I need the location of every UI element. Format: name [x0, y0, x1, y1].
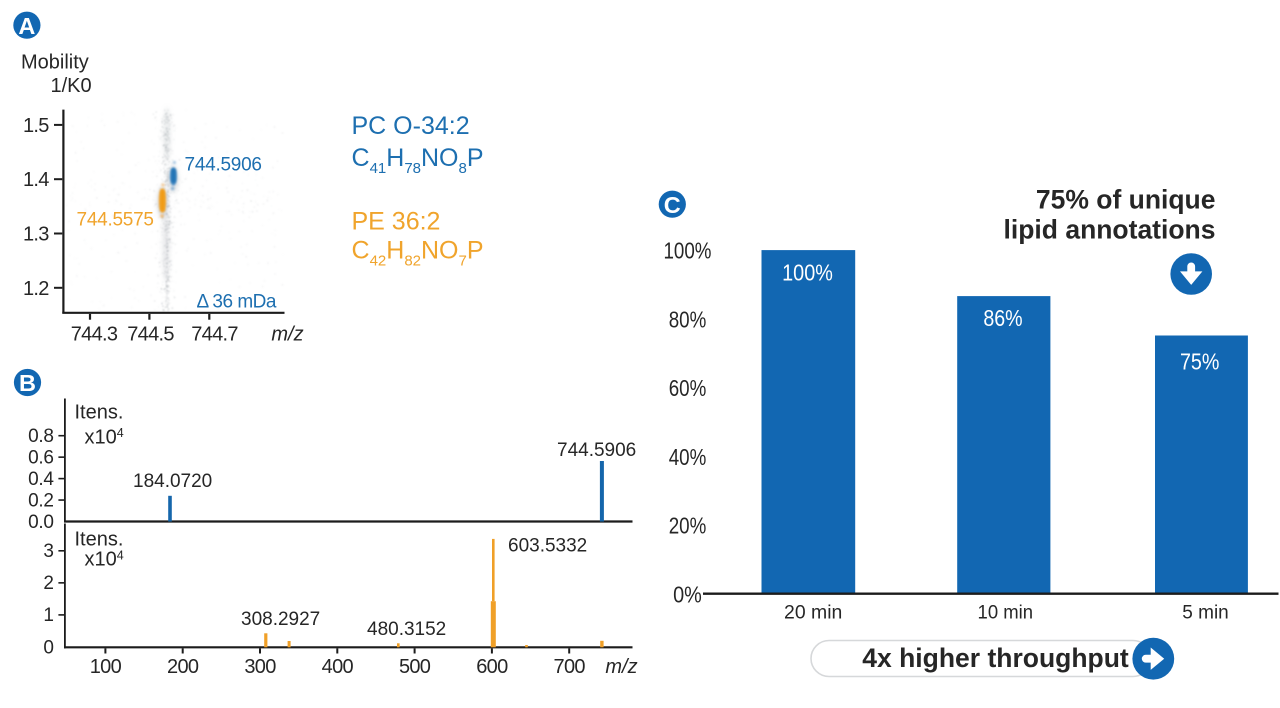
- svg-text:1: 1: [43, 605, 53, 626]
- svg-text:500: 500: [399, 656, 431, 678]
- svg-text:1.3: 1.3: [23, 224, 49, 246]
- svg-text:Mobility: Mobility: [21, 51, 89, 73]
- svg-text:480.3152: 480.3152: [367, 619, 446, 640]
- svg-text:PE 36:2: PE 36:2: [352, 208, 441, 236]
- svg-text:0.4: 0.4: [28, 469, 54, 490]
- svg-text:Δ 36 mDa: Δ 36 mDa: [197, 291, 277, 312]
- svg-text:200: 200: [167, 656, 199, 678]
- svg-text:744.7: 744.7: [191, 324, 238, 346]
- svg-text:3: 3: [43, 541, 53, 562]
- svg-text:600: 600: [476, 656, 508, 678]
- svg-text:m/z: m/z: [605, 656, 637, 678]
- svg-text:300: 300: [244, 656, 276, 678]
- svg-text:Itens.: Itens.: [75, 401, 124, 423]
- svg-text:PC O-34:2: PC O-34:2: [352, 112, 470, 140]
- svg-text:75%: 75%: [1180, 348, 1220, 374]
- svg-text:C: C: [664, 192, 681, 218]
- svg-text:744.5906: 744.5906: [557, 440, 636, 461]
- svg-text:m/z: m/z: [271, 324, 303, 346]
- svg-text:5 min: 5 min: [1182, 602, 1229, 624]
- svg-text:0.2: 0.2: [28, 490, 54, 511]
- svg-text:20 min: 20 min: [784, 602, 842, 624]
- svg-text:744.3: 744.3: [71, 324, 118, 346]
- svg-text:0: 0: [43, 638, 53, 659]
- svg-text:400: 400: [322, 656, 354, 678]
- svg-text:B: B: [19, 370, 36, 396]
- svg-text:744.5: 744.5: [127, 324, 174, 346]
- svg-text:2: 2: [43, 573, 53, 594]
- svg-text:Itens.: Itens.: [75, 529, 124, 551]
- svg-text:603.5332: 603.5332: [508, 536, 587, 557]
- svg-text:80%: 80%: [669, 306, 707, 332]
- svg-text:0.6: 0.6: [28, 447, 54, 468]
- svg-text:308.2927: 308.2927: [241, 609, 320, 630]
- svg-text:0%: 0%: [673, 582, 702, 608]
- svg-text:744.5575: 744.5575: [77, 210, 154, 231]
- svg-text:60%: 60%: [669, 375, 707, 401]
- svg-text:20%: 20%: [669, 513, 707, 539]
- svg-text:A: A: [18, 13, 35, 39]
- svg-text:100%: 100%: [664, 238, 712, 264]
- svg-text:10 min: 10 min: [978, 602, 1034, 624]
- svg-text:0.0: 0.0: [28, 512, 54, 533]
- svg-text:40%: 40%: [669, 444, 707, 470]
- svg-text:4x higher throughput: 4x higher throughput: [862, 643, 1129, 673]
- svg-text:x104: x104: [85, 426, 124, 448]
- svg-text:100: 100: [90, 656, 122, 678]
- svg-text:184.0720: 184.0720: [133, 471, 212, 492]
- svg-text:75% of unique: 75% of unique: [1036, 185, 1216, 215]
- svg-text:1.5: 1.5: [23, 115, 49, 137]
- svg-text:1/K0: 1/K0: [51, 75, 92, 97]
- svg-text:100%: 100%: [782, 260, 833, 286]
- svg-text:86%: 86%: [983, 305, 1022, 331]
- svg-text:744.5906: 744.5906: [185, 155, 262, 176]
- svg-text:1.4: 1.4: [23, 169, 49, 191]
- svg-text:1.2: 1.2: [23, 278, 49, 300]
- svg-text:0.8: 0.8: [28, 426, 54, 447]
- svg-text:700: 700: [554, 656, 586, 678]
- svg-text:x104: x104: [85, 548, 124, 570]
- svg-text:lipid annotations: lipid annotations: [1004, 215, 1216, 245]
